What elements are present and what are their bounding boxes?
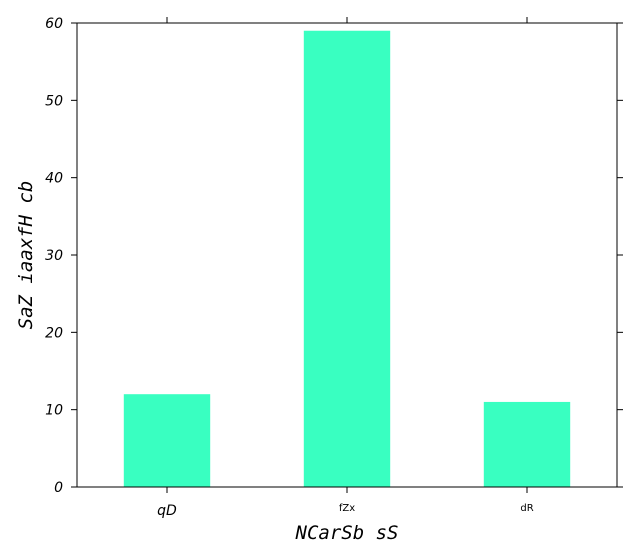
y-tick-label: 0 [54,480,63,496]
y-tick-label: 50 [45,93,63,109]
y-tick-label: 40 [45,171,63,187]
y-axis-label: SaZ iaaxfH cb [15,181,37,330]
y-tick-label: 10 [45,403,63,419]
y-tick-label: 20 [45,325,63,341]
y-tick-label: 60 [45,16,63,32]
x-axis-label: NCarSb sS [295,522,399,544]
x-tick-label-fZx: fZx [339,503,355,514]
bar-fZx [303,30,391,487]
x-tick-label-dR: dR [520,503,533,514]
bar-dR [483,401,571,487]
bar-qD [123,394,211,487]
ticks-layer: 0 10 20 30 40 50 60 qD fZx dR [45,16,623,519]
y-tick-label: 30 [45,248,63,264]
bars-layer [123,30,571,487]
x-tick-label-qD: qD [157,503,177,519]
